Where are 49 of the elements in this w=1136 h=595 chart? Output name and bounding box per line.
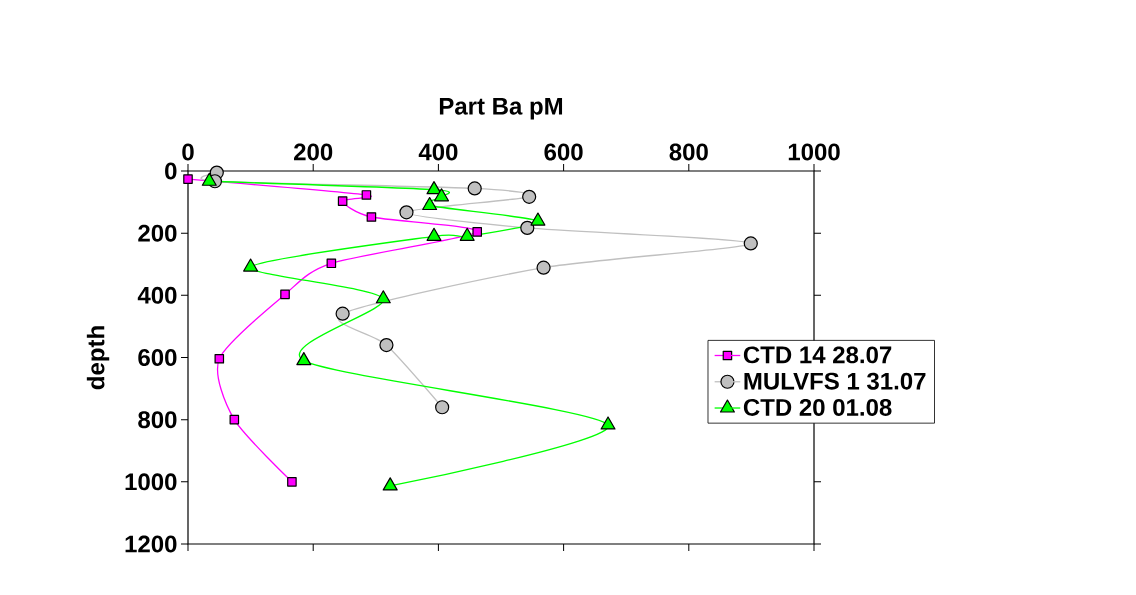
x-tick-label: 200: [294, 143, 333, 161]
point: [243, 258, 259, 272]
y-tick-label: 200: [138, 224, 177, 242]
point: [434, 188, 450, 202]
point: [335, 306, 350, 321]
y-tick-label: 0: [165, 162, 177, 180]
point: [743, 236, 758, 251]
point: [459, 227, 475, 241]
legend-label: CTD 20 01.08: [743, 398, 892, 416]
point: [600, 416, 616, 430]
point: [536, 260, 551, 275]
point: [520, 220, 535, 235]
point: [530, 212, 546, 226]
point: [201, 172, 217, 186]
point: [379, 337, 394, 353]
x-tick-label: 800: [669, 143, 708, 161]
point: [326, 258, 337, 269]
point: [399, 205, 414, 220]
legend-label: MULVFS 1 31.07: [744, 372, 926, 390]
x-tick-label: 0: [182, 143, 194, 161]
y-tick-label: 800: [138, 411, 177, 429]
point: [361, 190, 372, 200]
point: [435, 400, 450, 415]
point: [472, 227, 483, 237]
point: [422, 196, 438, 211]
x-tick-label: 1000: [788, 143, 840, 161]
y-tick-label: 600: [138, 349, 177, 366]
point: [183, 174, 193, 184]
point: [296, 352, 312, 366]
x-tick-label: 600: [544, 143, 583, 161]
point: [287, 477, 297, 487]
point: [426, 181, 442, 195]
point: [214, 353, 225, 364]
point: [467, 181, 482, 196]
point: [366, 212, 377, 222]
x-tick-label: 400: [418, 143, 458, 161]
x-axis-title: Part Ba pM: [439, 97, 563, 120]
point: [229, 414, 240, 425]
legend-label: CTD 14 28.07: [743, 346, 892, 364]
point: [280, 289, 290, 300]
point: [426, 227, 442, 241]
point: [522, 189, 537, 204]
point: [337, 196, 348, 206]
y-axis-title: depth: [86, 326, 110, 390]
y-tick-label: 1200: [125, 535, 177, 553]
point: [382, 477, 398, 491]
y-tick-label: 400: [137, 286, 177, 304]
y-tick-label: 1000: [125, 473, 177, 491]
point: [375, 290, 391, 304]
